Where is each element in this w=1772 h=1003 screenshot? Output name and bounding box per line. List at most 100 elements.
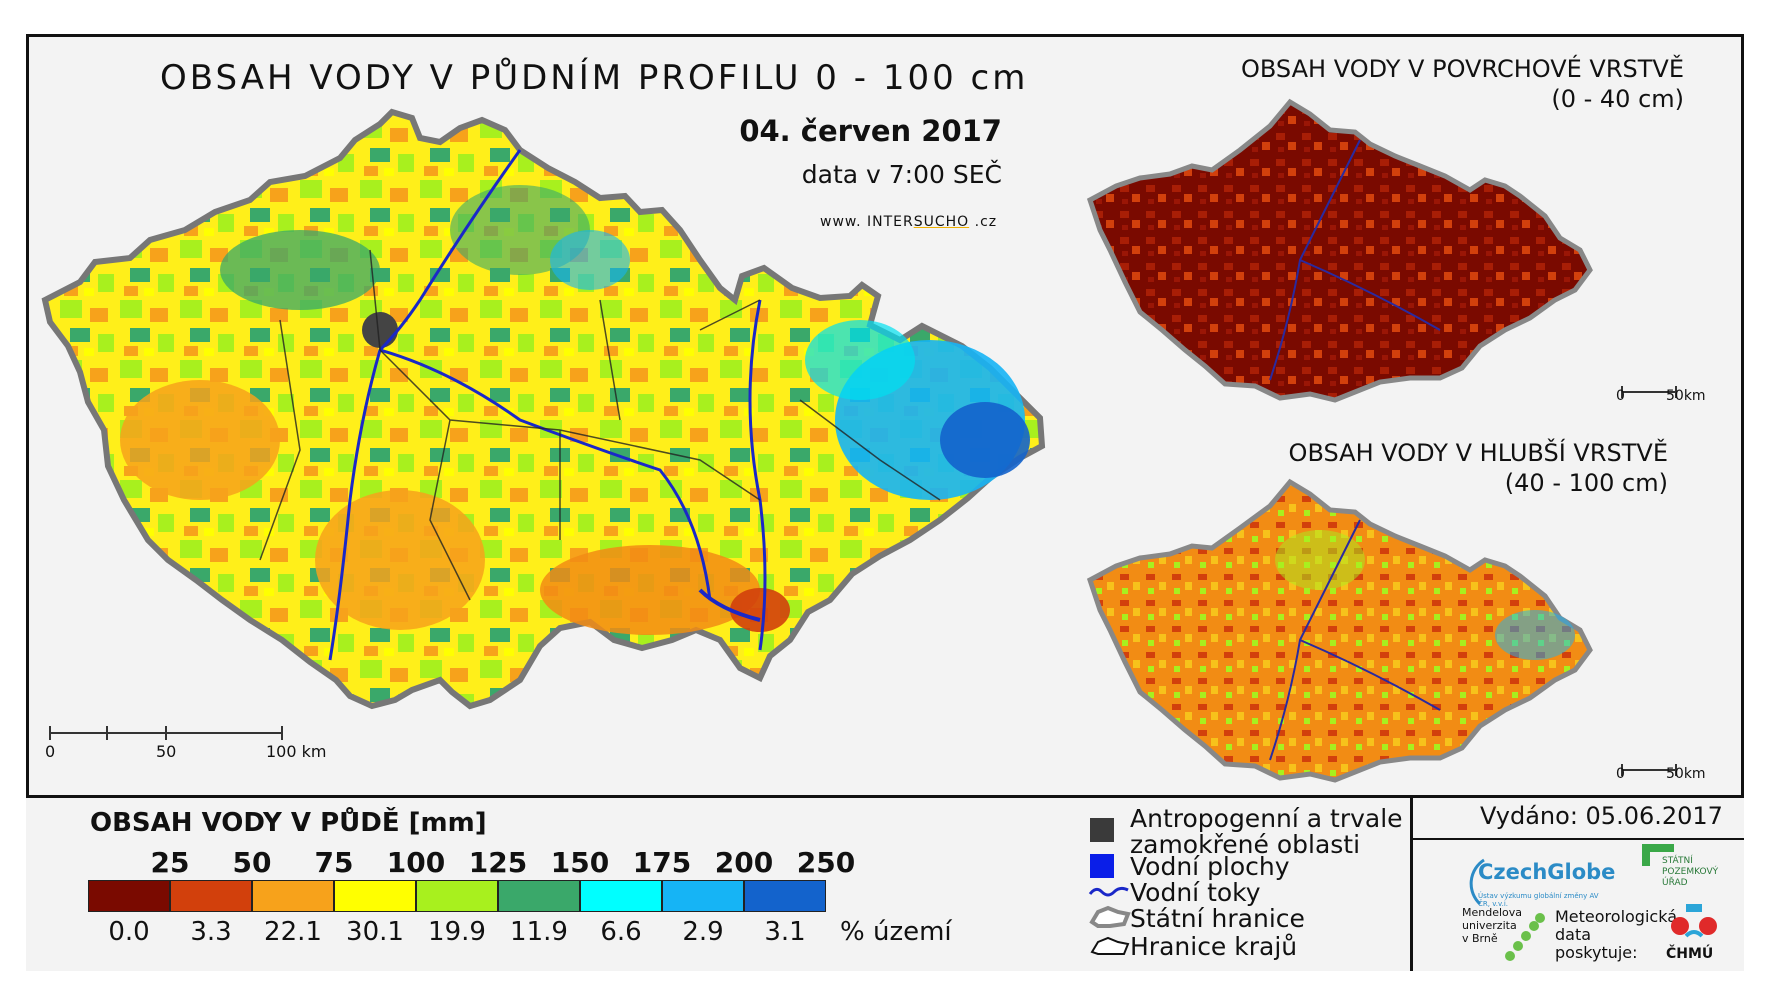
deep-zone-green <box>1275 530 1365 590</box>
legend-threshold-6: 175 <box>632 846 692 879</box>
main-scale-label-50: 50 <box>156 742 177 761</box>
region-border-label: Hranice krajů <box>1130 932 1298 961</box>
river-vltava <box>328 149 522 661</box>
inset-bottom-title-line2: (40 - 100 cm) <box>1504 469 1668 497</box>
main-map <box>41 108 1046 710</box>
inset-top-title: OBSAH VODY V POVRCHOVÉ VRSTVĚ (0 - 40 cm… <box>1241 54 1684 114</box>
legend-percent-0: 0.0 <box>108 917 150 947</box>
zone-cyan <box>805 320 915 400</box>
spu-name: STÁTNÍ POZEMKOVÝ ÚŘAD <box>1662 856 1718 889</box>
legend-swatch-7 <box>662 880 744 912</box>
legend-threshold-0: 25 <box>150 846 190 879</box>
legend-swatch-5 <box>498 880 580 912</box>
mendelu-line1: Mendelova <box>1462 906 1523 919</box>
inset-bottom-scale-start: 0 <box>1616 766 1625 782</box>
legend-percent-4: 19.9 <box>428 917 486 947</box>
mendelu-dots-icon <box>1505 913 1545 961</box>
legend-percent-1: 3.3 <box>190 917 232 947</box>
spu-logo[interactable]: STÁTNÍ POZEMKOVÝ ÚŘAD <box>1640 842 1720 894</box>
surface-rivers <box>1269 139 1441 381</box>
website-prefix: www. INTER <box>820 214 914 230</box>
issued-date: Vydáno: 05.06.2017 <box>1480 802 1723 830</box>
inset-surface-map <box>1086 98 1677 403</box>
rivers-icon <box>1088 886 1129 897</box>
legend-threshold-7: 200 <box>714 846 774 879</box>
inset-top-scale-end: 50km <box>1666 388 1706 404</box>
issued-divider <box>1410 838 1744 840</box>
spu-name-line3: ÚŘAD <box>1662 878 1688 888</box>
spu-name-line2: POZEMKOVÝ <box>1662 867 1719 877</box>
legend-percent-7: 2.9 <box>682 917 724 947</box>
anthropogenic-label: Antropogenní a trvale zamokřené oblasti <box>1130 806 1403 858</box>
anthropogenic-label-line2: zamokřené oblasti <box>1130 830 1361 859</box>
zone-darkblue-east <box>940 402 1030 478</box>
spu-flag-icon <box>1642 844 1674 866</box>
map-title: OBSAH VODY V PŮDNÍM PROFILU 0 - 100 cm <box>160 58 1029 98</box>
chmu-emblem-icon <box>1671 904 1717 938</box>
legend-threshold-3: 100 <box>386 846 446 879</box>
mendelu-logo[interactable]: Mendelova univerzita v Brně <box>1462 906 1522 945</box>
legend-percent-3: 30.1 <box>346 917 404 947</box>
river-sazava <box>379 348 712 601</box>
met-line3: poskytuje: <box>1555 943 1638 962</box>
river-dyje <box>698 588 761 622</box>
met-data-label: Meteorologická data poskytuje: <box>1555 908 1677 962</box>
website-link[interactable]: www. INTERSUCHO .cz <box>820 214 997 230</box>
legend-swatch-0 <box>88 880 170 912</box>
region-border-icon <box>1090 936 1130 955</box>
legend-title: OBSAH VODY V PŮDĚ [mm] <box>90 808 487 838</box>
spu-name-line1: STÁTNÍ <box>1662 856 1693 866</box>
inset-top-scale-start: 0 <box>1616 388 1625 404</box>
legend-threshold-1: 50 <box>232 846 272 879</box>
inset-deep-map <box>1086 478 1677 783</box>
main-scale-bar <box>49 726 283 740</box>
deep-zone-blue <box>1495 610 1575 660</box>
map-time: data v 7:00 SEČ <box>801 160 1002 189</box>
met-line2: data <box>1555 925 1592 944</box>
mendelu-line2: univerzita <box>1462 919 1517 932</box>
legend-swatch-1 <box>170 880 252 912</box>
legend-swatch-6 <box>580 880 662 912</box>
legend-percent-2: 22.1 <box>264 917 322 947</box>
zone-blue-north <box>550 230 630 290</box>
rivers-label: Vodní toky <box>1130 878 1261 907</box>
legend-swatch-8 <box>744 880 826 912</box>
deep-map-shape <box>1086 478 1593 783</box>
czechglobe-arc-icon <box>1469 858 1485 906</box>
legend-percent-8: 3.1 <box>764 917 806 947</box>
legend-threshold-4: 125 <box>468 846 528 879</box>
legend-swatch-3 <box>334 880 416 912</box>
website-highlight: SUCHO <box>913 214 970 230</box>
state-border-label: Státní hranice <box>1130 904 1305 933</box>
mendelu-line3: v Brně <box>1462 932 1498 945</box>
chmu-name: ČHMÚ <box>1666 946 1714 962</box>
czechglobe-sub: Ústav výzkumu globální změny AV ČR, v.v.… <box>1478 892 1599 908</box>
deep-rivers <box>1269 519 1441 761</box>
zone-orange-west <box>120 380 280 500</box>
chmu-logo[interactable]: ČHMÚ <box>1666 902 1726 962</box>
legend-swatch-4 <box>416 880 498 912</box>
met-line1: Meteorologická <box>1555 907 1677 926</box>
website-suffix: .cz <box>969 214 998 230</box>
zone-orange-south-moravia <box>540 545 760 635</box>
legend-threshold-5: 150 <box>550 846 610 879</box>
legend-swatch-2 <box>252 880 334 912</box>
zone-orange-south <box>315 490 485 630</box>
water-bodies-swatch <box>1090 854 1114 878</box>
water-bodies-label: Vodní plochy <box>1130 852 1290 881</box>
legend-divider <box>1410 795 1413 971</box>
map-date: 04. červen 2017 <box>739 114 1002 148</box>
main-scale-label-0: 0 <box>45 742 56 761</box>
inset-bottom-title: OBSAH VODY V HLUBŠÍ VRSTVĚ (40 - 100 cm) <box>1289 438 1668 498</box>
czechglobe-logo[interactable]: CzechGlobe Ústav výzkumu globální změny … <box>1462 852 1616 912</box>
zone-red-south <box>730 588 790 632</box>
main-scale-label-100: 100 km <box>266 742 327 761</box>
zone-green-north <box>220 230 380 310</box>
surface-map-shape <box>1086 98 1593 403</box>
anthropogenic-label-line1: Antropogenní a trvale <box>1130 804 1403 833</box>
legend-percent-6: 6.6 <box>600 917 642 947</box>
czechglobe-name: CzechGlobe <box>1478 860 1616 884</box>
legend-percent-unit: % území <box>840 917 952 947</box>
state-border-icon <box>1089 905 1131 928</box>
